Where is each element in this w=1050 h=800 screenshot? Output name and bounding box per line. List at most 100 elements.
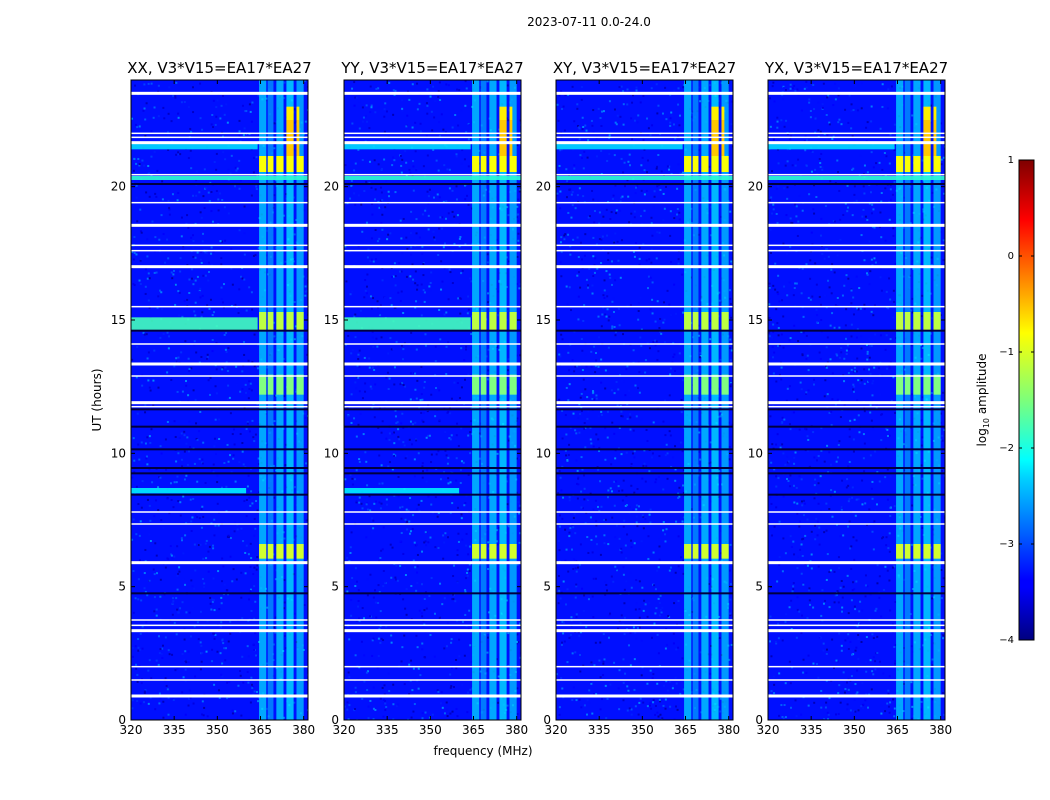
dark-row bbox=[556, 472, 733, 475]
y-tick-label: 0 bbox=[543, 713, 551, 727]
rfi-stripe bbox=[721, 80, 729, 720]
x-tick-label: 335 bbox=[376, 723, 399, 737]
x-tick-label: 365 bbox=[249, 723, 272, 737]
figure-suptitle: 2023-07-11 0.0-24.0 bbox=[527, 15, 651, 29]
colorbar-label-rest: amplitude bbox=[975, 354, 989, 418]
wideband-row bbox=[131, 176, 308, 180]
bright-event bbox=[472, 312, 517, 331]
flagged-row bbox=[344, 223, 521, 227]
panel-xy: XY, V3*V15=EA17*EA27 320 335 350 365 380 0 5 10 1… bbox=[536, 59, 740, 737]
flagged-row bbox=[131, 624, 308, 627]
bright-event bbox=[711, 106, 725, 120]
flagged-row bbox=[768, 561, 945, 565]
heatmap-noise bbox=[556, 82, 733, 720]
flagged-row bbox=[556, 223, 733, 227]
dark-row bbox=[344, 592, 521, 595]
flagged-row bbox=[768, 679, 945, 681]
flagged-row bbox=[344, 201, 521, 204]
panel-title: YY, V3*V15=EA17*EA27 bbox=[340, 59, 523, 77]
flagged-row bbox=[131, 401, 308, 405]
flagged-row bbox=[768, 91, 945, 95]
flagged-row bbox=[131, 265, 308, 269]
colorbar-tick-label: −4 bbox=[999, 635, 1014, 646]
dark-row bbox=[131, 493, 308, 496]
flagged-row bbox=[556, 375, 733, 377]
colorbar-gradient bbox=[1018, 159, 1035, 641]
heatmap-image bbox=[344, 80, 521, 720]
flagged-row bbox=[131, 249, 308, 252]
wideband-row bbox=[768, 176, 945, 180]
bright-event bbox=[259, 374, 304, 395]
y-tick-label: 0 bbox=[755, 713, 763, 727]
colorbar-tick-label: −1 bbox=[999, 347, 1014, 358]
flagged-row bbox=[556, 561, 733, 565]
wideband-row bbox=[344, 176, 521, 180]
flagged-row bbox=[768, 665, 945, 668]
y-tick-label: 5 bbox=[118, 580, 126, 594]
rfi-stripe bbox=[286, 80, 294, 720]
rfi-stripe bbox=[489, 80, 497, 720]
flagged-row bbox=[768, 223, 945, 227]
flagged-row bbox=[344, 401, 521, 405]
flagged-row bbox=[344, 665, 521, 668]
flagged-row bbox=[344, 511, 521, 513]
colorbar-tick-label: −3 bbox=[999, 539, 1014, 550]
dark-row bbox=[556, 448, 733, 451]
x-tick-label: 335 bbox=[800, 723, 823, 737]
x-tick-label: 380 bbox=[717, 723, 740, 737]
y-tick-label: 20 bbox=[536, 180, 551, 194]
flagged-row bbox=[344, 305, 521, 308]
x-tick-label: 380 bbox=[292, 723, 315, 737]
dark-row bbox=[556, 467, 733, 469]
flagged-row bbox=[768, 173, 945, 176]
flagged-row bbox=[768, 619, 945, 621]
flagged-row bbox=[556, 136, 733, 139]
x-tick-label: 350 bbox=[419, 723, 442, 737]
colorbar-ticks: −4 −3 −2 −1 0 1 bbox=[999, 155, 1034, 646]
flagged-row bbox=[768, 265, 945, 269]
flagged-row bbox=[556, 523, 733, 525]
axes-frame bbox=[767, 79, 946, 721]
heatmap-image bbox=[131, 80, 308, 720]
bright-event bbox=[286, 106, 300, 120]
dark-row bbox=[556, 592, 733, 595]
y-tick-label: 15 bbox=[324, 313, 339, 327]
bright-event bbox=[259, 312, 304, 331]
flagged-row bbox=[556, 694, 733, 698]
rfi-stripe bbox=[711, 80, 719, 720]
flagged-row bbox=[556, 629, 733, 633]
bright-event bbox=[923, 106, 937, 120]
flagged-row bbox=[344, 91, 521, 95]
rfi-stripe bbox=[923, 80, 931, 720]
flagged-row bbox=[344, 141, 521, 145]
heatmap-image bbox=[768, 80, 945, 720]
bright-event bbox=[499, 106, 513, 120]
y-tick-label: 5 bbox=[543, 580, 551, 594]
dark-row bbox=[768, 467, 945, 469]
dark-row bbox=[131, 472, 308, 475]
y-tick-label: 0 bbox=[118, 713, 126, 727]
flagged-row bbox=[131, 173, 308, 176]
dark-row bbox=[344, 425, 521, 428]
dark-row bbox=[344, 472, 521, 475]
rfi-stripe bbox=[267, 80, 274, 720]
x-tick-label: 320 bbox=[120, 723, 143, 737]
flagged-row bbox=[344, 249, 521, 252]
rfi-stripe bbox=[259, 80, 267, 720]
flagged-row bbox=[344, 375, 521, 377]
axes-frame bbox=[343, 79, 522, 721]
flagged-row bbox=[131, 619, 308, 621]
y-tick-label: 10 bbox=[324, 446, 339, 460]
flagged-row bbox=[768, 362, 945, 366]
y-tick-label: 20 bbox=[748, 180, 763, 194]
x-tick-label: 350 bbox=[843, 723, 866, 737]
dark-row bbox=[131, 592, 308, 595]
heatmap-image bbox=[556, 80, 733, 720]
dark-row bbox=[131, 425, 308, 428]
dark-row bbox=[131, 467, 308, 469]
dark-row bbox=[556, 425, 733, 428]
rfi-stripe bbox=[896, 80, 904, 720]
y-tick-label: 0 bbox=[331, 713, 339, 727]
flagged-row bbox=[556, 405, 733, 408]
